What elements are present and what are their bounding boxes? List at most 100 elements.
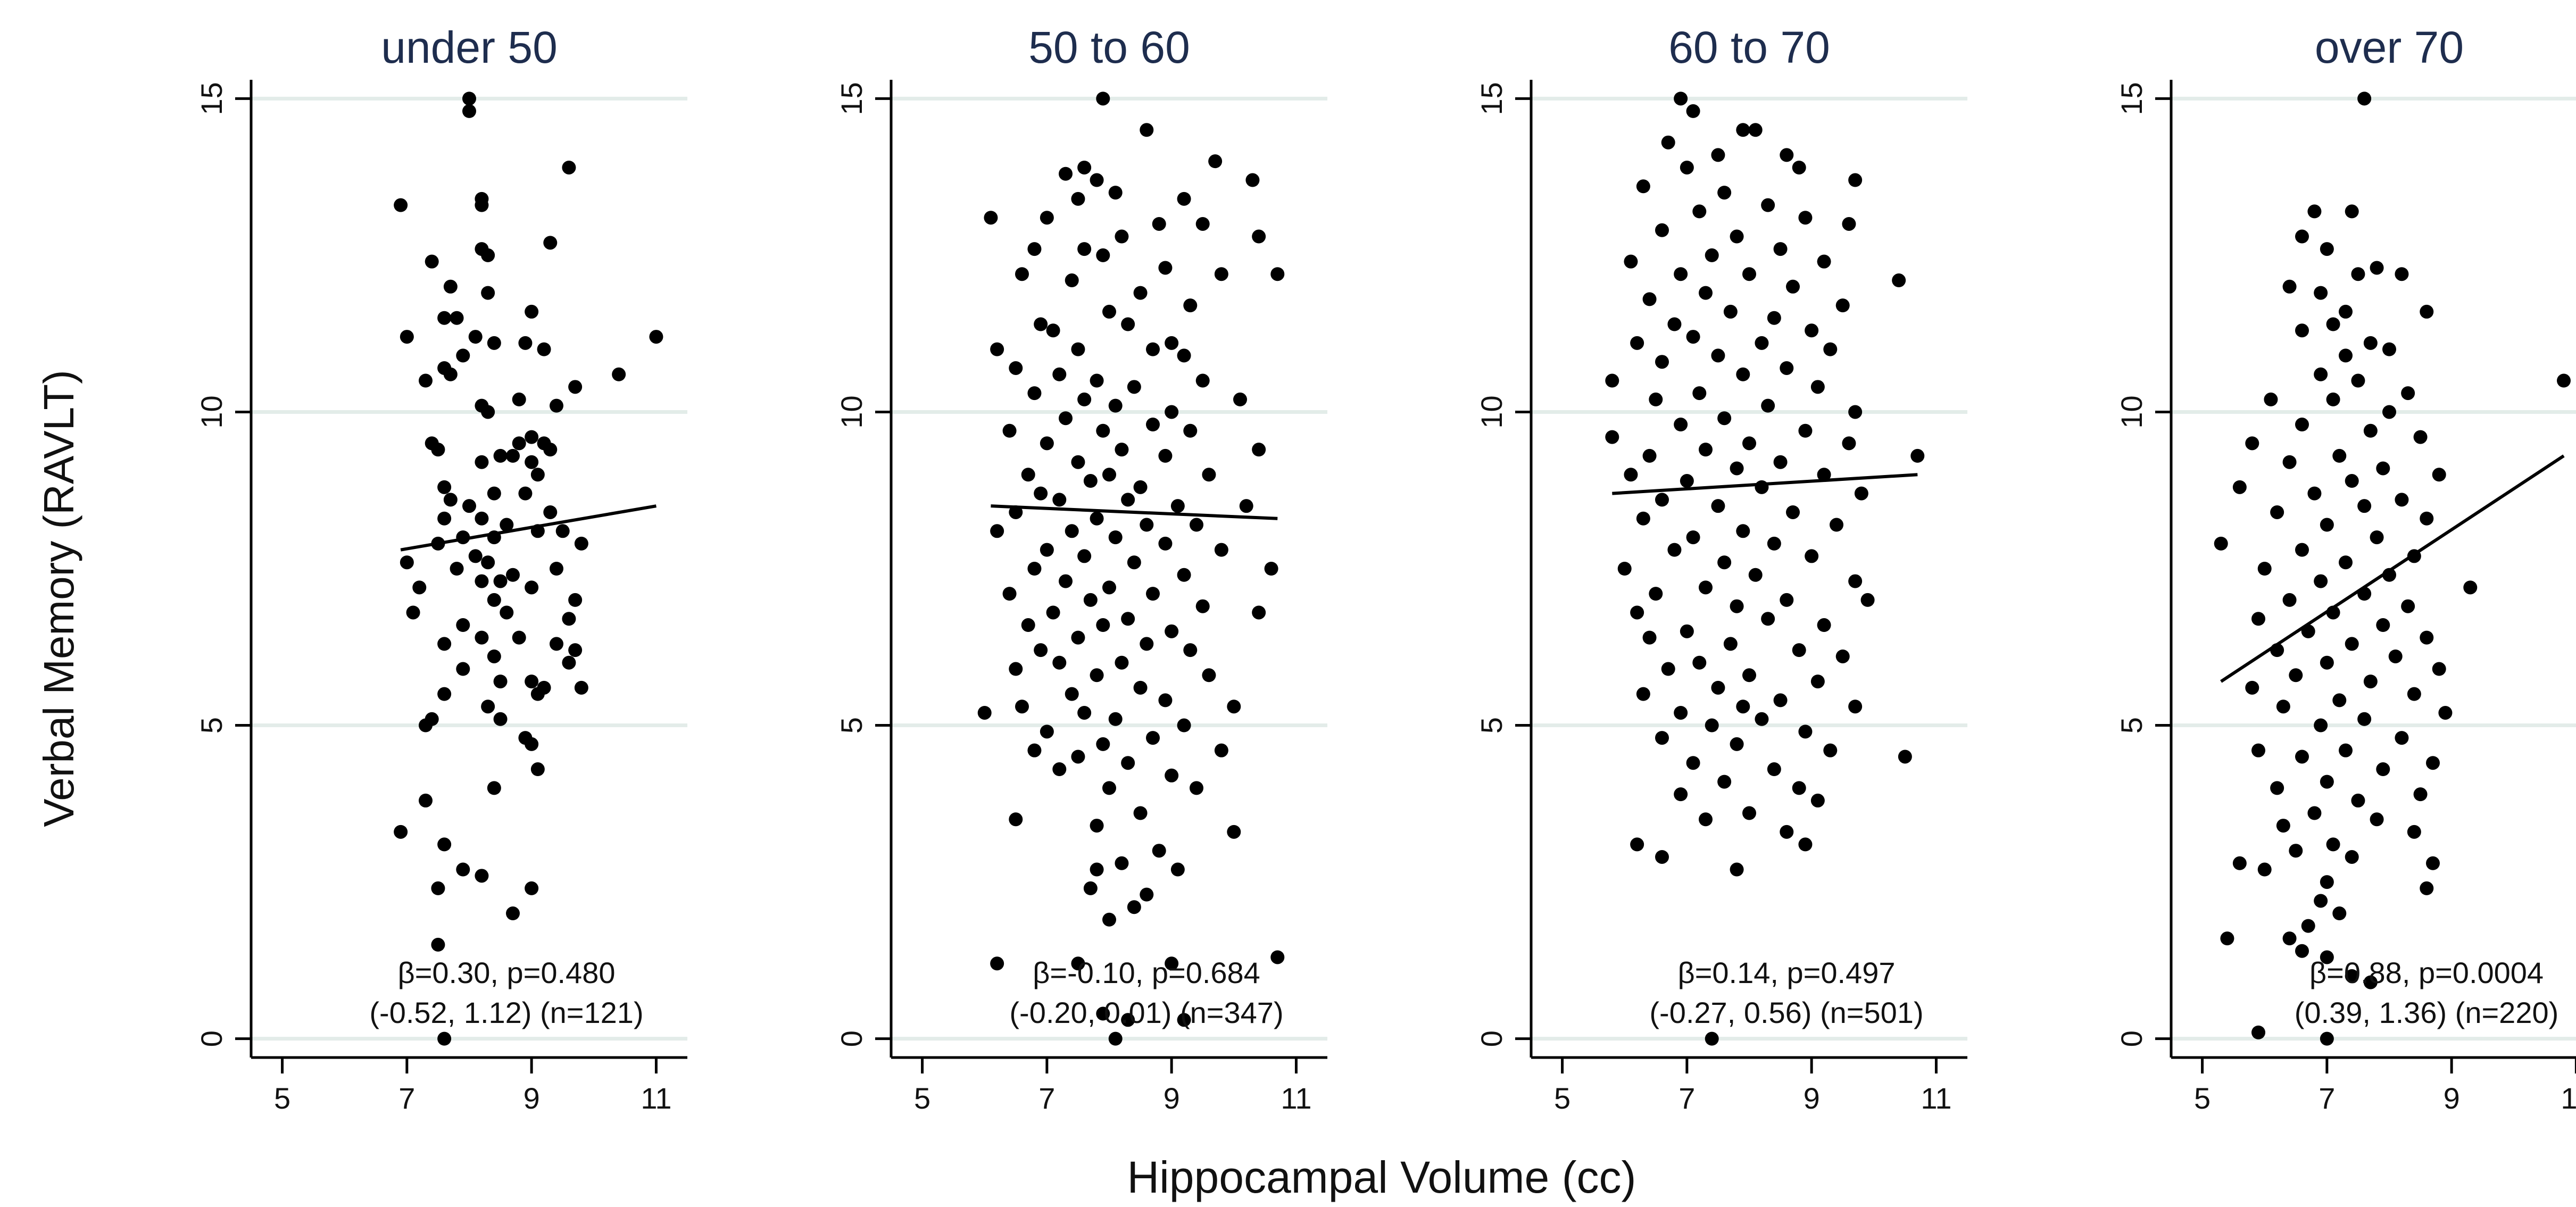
data-point <box>2270 505 2284 519</box>
data-point <box>2438 705 2453 720</box>
data-point <box>1183 423 1198 438</box>
data-point <box>1705 1031 1719 1046</box>
data-point <box>512 630 526 645</box>
data-point <box>1133 806 1148 820</box>
data-point <box>1830 518 1843 532</box>
data-point <box>1655 850 1669 864</box>
data-point <box>1817 254 1831 269</box>
data-point <box>1158 693 1173 707</box>
data-point <box>1252 443 1266 457</box>
panel-title: 50 to 60 <box>1028 22 1190 72</box>
data-point <box>1165 956 1179 971</box>
fit-line <box>991 504 1278 520</box>
data-point <box>1730 737 1744 751</box>
data-point <box>543 505 558 519</box>
data-point <box>1102 781 1116 795</box>
data-point <box>525 675 539 689</box>
data-point <box>2432 468 2446 482</box>
data-point <box>1158 536 1173 551</box>
data-point <box>1655 731 1669 745</box>
data-point <box>1761 198 1775 212</box>
data-point <box>525 455 539 469</box>
data-point <box>1015 267 1029 281</box>
data-point <box>1773 455 1788 469</box>
data-point <box>500 605 514 620</box>
data-point <box>1040 725 1054 739</box>
data-point <box>1090 668 1104 682</box>
data-point <box>1792 781 1806 795</box>
data-point <box>1165 405 1179 419</box>
data-point <box>1636 179 1650 194</box>
data-point <box>1034 486 1048 501</box>
data-point <box>2376 461 2390 476</box>
data-point <box>1823 743 1838 758</box>
data-point <box>437 480 452 494</box>
data-point <box>2320 775 2334 789</box>
data-point <box>1842 436 1856 451</box>
data-point <box>1823 342 1838 356</box>
data-point <box>1027 386 1042 401</box>
data-point <box>1692 655 1707 670</box>
data-point <box>1102 304 1116 319</box>
stats-annotation-line: β=0.88, p=0.0004 <box>2309 956 2544 989</box>
data-point <box>2413 787 2428 802</box>
data-point <box>1860 593 1875 607</box>
data-point <box>512 436 526 451</box>
data-point <box>394 825 408 839</box>
data-point <box>1083 474 1098 488</box>
data-point <box>1680 474 1694 488</box>
panel-title: under 50 <box>381 22 558 72</box>
data-point <box>481 405 495 419</box>
data-point <box>2320 655 2334 670</box>
data-point <box>1780 361 1794 375</box>
data-point <box>2282 279 2297 294</box>
data-point <box>1096 1006 1110 1021</box>
data-point <box>1605 430 1619 444</box>
data-point <box>1252 229 1266 244</box>
data-point <box>1208 154 1223 169</box>
y-tick-label: 0 <box>835 1030 868 1047</box>
data-point <box>2557 373 2571 388</box>
data-point <box>1270 950 1285 964</box>
data-point <box>1121 612 1135 626</box>
data-point <box>1680 160 1694 174</box>
data-point <box>2463 580 2478 595</box>
data-point <box>481 555 495 570</box>
data-point <box>475 198 489 212</box>
data-point <box>1090 862 1104 877</box>
data-point <box>412 580 427 595</box>
data-point <box>537 342 551 356</box>
data-point <box>512 392 526 406</box>
data-point <box>1767 311 1781 325</box>
data-point <box>1605 373 1619 388</box>
data-point <box>562 160 576 174</box>
data-point <box>1642 630 1657 645</box>
data-point <box>1667 317 1682 331</box>
data-point <box>1910 448 1925 463</box>
y-tick-label: 0 <box>195 1030 228 1047</box>
data-point <box>1021 468 1035 482</box>
data-point <box>1717 555 1732 570</box>
data-point <box>1854 486 1868 501</box>
data-point <box>1027 562 1042 576</box>
data-point <box>419 793 433 808</box>
data-point <box>2420 511 2434 526</box>
data-point <box>1655 493 1669 507</box>
data-point <box>1233 392 1247 406</box>
data-point <box>518 336 533 350</box>
data-point <box>1146 342 1160 356</box>
data-point <box>1077 242 1092 256</box>
data-point <box>419 373 433 388</box>
data-point <box>2214 536 2228 551</box>
data-point <box>1617 562 1632 576</box>
data-point <box>2307 204 2322 219</box>
data-point <box>1655 223 1669 237</box>
data-point <box>1252 605 1266 620</box>
data-point <box>1183 643 1198 657</box>
data-point <box>1742 806 1756 820</box>
data-point <box>2407 825 2421 839</box>
data-point <box>525 430 539 444</box>
data-point <box>2251 743 2265 758</box>
data-point <box>1742 267 1756 281</box>
data-point <box>2357 712 2372 726</box>
